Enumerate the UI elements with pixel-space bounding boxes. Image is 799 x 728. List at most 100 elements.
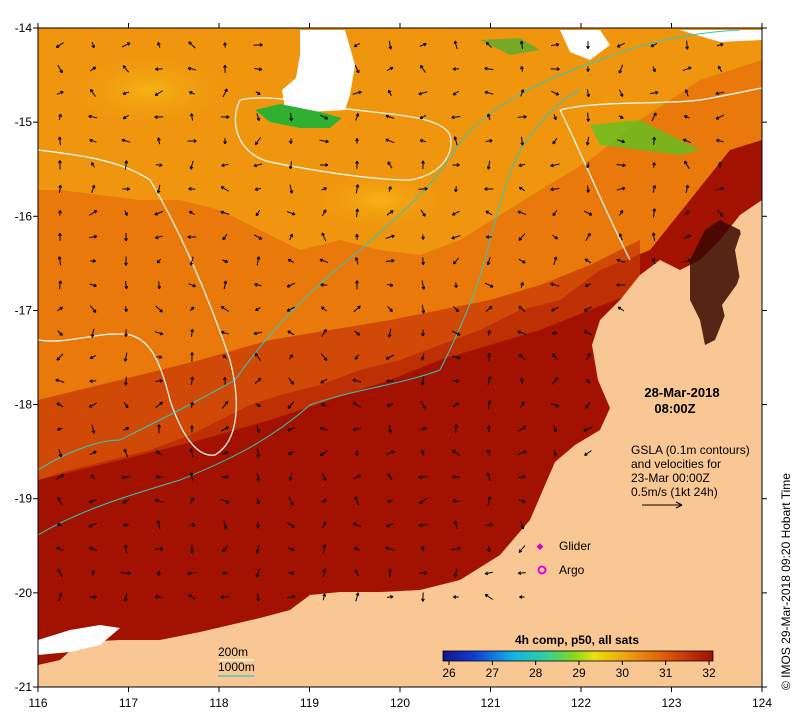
velocity-vector bbox=[421, 304, 426, 314]
velocity-vector bbox=[223, 520, 228, 530]
velocity-vector bbox=[156, 355, 163, 359]
velocity-vector bbox=[122, 114, 130, 120]
velocity-vector bbox=[223, 64, 227, 73]
velocity-vector bbox=[320, 283, 328, 287]
velocity-vector bbox=[89, 305, 97, 313]
velocity-vector bbox=[685, 40, 690, 50]
velocity-vector bbox=[452, 163, 460, 167]
velocity-vectors bbox=[55, 40, 725, 602]
velocity-vector bbox=[718, 162, 722, 168]
velocity-vector bbox=[190, 497, 195, 505]
velocity-vector bbox=[717, 65, 723, 73]
velocity-vector bbox=[254, 137, 262, 146]
velocity-vector bbox=[518, 353, 526, 361]
velocity-vector bbox=[156, 258, 162, 264]
velocity-vector bbox=[58, 232, 62, 241]
velocity-vector bbox=[583, 306, 592, 312]
velocity-vector bbox=[319, 426, 328, 431]
velocity-vector bbox=[124, 329, 128, 337]
time-label: 08:00Z bbox=[654, 401, 695, 416]
velocity-vector bbox=[419, 139, 427, 143]
velocity-vector bbox=[716, 209, 724, 217]
y-axis: -14 -15 -16 -17 -18 -19 -20 -21 bbox=[15, 21, 767, 694]
kimberley-coast bbox=[690, 220, 745, 345]
colorbar-tick-label: 26 bbox=[442, 666, 456, 680]
velocity-vector bbox=[616, 258, 626, 263]
velocity-vector bbox=[321, 473, 327, 482]
velocity-vector bbox=[287, 401, 295, 409]
velocity-vector bbox=[220, 330, 229, 335]
velocity-vector bbox=[355, 450, 359, 456]
velocity-vector bbox=[289, 113, 294, 122]
velocity-vector bbox=[421, 160, 425, 170]
velocity-vector bbox=[286, 306, 296, 312]
velocity-vector bbox=[716, 138, 724, 143]
velocity-vector bbox=[387, 473, 393, 481]
velocity-vector bbox=[355, 592, 360, 602]
velocity-vector bbox=[385, 546, 395, 551]
velocity-vector bbox=[385, 234, 395, 239]
velocity-vector bbox=[553, 114, 557, 121]
gsla-line2: and velocities for bbox=[631, 457, 721, 471]
x-tick-label: 123 bbox=[661, 696, 681, 710]
velocity-vector bbox=[552, 331, 558, 335]
velocity-vector bbox=[487, 425, 491, 433]
velocity-vector bbox=[421, 546, 425, 552]
velocity-vector bbox=[122, 91, 130, 96]
velocity-vector bbox=[91, 569, 95, 576]
velocity-vector bbox=[223, 138, 227, 145]
velocity-vector bbox=[222, 88, 228, 98]
velocity-vector bbox=[90, 474, 96, 480]
velocity-vector bbox=[254, 352, 262, 361]
velocity-vector bbox=[256, 521, 260, 529]
velocity-vector bbox=[485, 522, 493, 527]
velocity-vector bbox=[418, 91, 428, 96]
velocity-vector bbox=[484, 571, 493, 576]
velocity-vector bbox=[385, 354, 395, 360]
x-axis: 116 117 118 119 120 121 122 123 124 bbox=[28, 23, 772, 710]
glider-marker: ◆ bbox=[537, 541, 544, 551]
velocity-vector bbox=[156, 520, 161, 530]
x-tick-label: 121 bbox=[480, 696, 500, 710]
y-tick-label: -18 bbox=[15, 398, 33, 412]
velocity-vector bbox=[223, 280, 228, 290]
velocity-vector bbox=[88, 499, 97, 504]
velocity-vector bbox=[586, 66, 590, 72]
velocity-vector bbox=[586, 112, 591, 122]
velocity-vector bbox=[256, 497, 260, 505]
colorbar-tick-label: 31 bbox=[659, 666, 673, 680]
velocity-vector bbox=[124, 306, 128, 313]
velocity-vector bbox=[652, 162, 656, 168]
velocity-vector bbox=[256, 448, 261, 458]
velocity-vector bbox=[187, 235, 197, 239]
velocity-vector bbox=[288, 377, 294, 385]
velocity-vector bbox=[58, 113, 62, 120]
velocity-vector bbox=[421, 257, 425, 266]
velocity-vector bbox=[419, 114, 427, 120]
colorbar-title: 4h comp, p50, all sats bbox=[515, 633, 639, 647]
velocity-vector bbox=[385, 138, 395, 144]
velocity-vector bbox=[553, 426, 557, 433]
gsla-contours bbox=[38, 87, 762, 456]
velocity-vector bbox=[288, 354, 294, 360]
velocity-vector bbox=[154, 210, 164, 216]
velocity-vector bbox=[552, 353, 558, 361]
velocity-vector bbox=[154, 498, 164, 503]
velocity-vector bbox=[221, 426, 230, 432]
depth-200-label: 200m bbox=[218, 645, 248, 659]
gsla-line1: GSLA (0.1m contours) bbox=[631, 443, 750, 457]
velocity-vector bbox=[487, 330, 491, 336]
velocity-vector bbox=[256, 256, 261, 266]
velocity-vector bbox=[487, 496, 492, 506]
velocity-vector bbox=[188, 187, 196, 191]
velocity-vector bbox=[550, 67, 560, 71]
velocity-vector bbox=[288, 161, 293, 169]
velocity-vector bbox=[56, 546, 64, 552]
velocity-vector bbox=[551, 402, 560, 408]
velocity-vector bbox=[716, 186, 725, 191]
velocity-vector bbox=[155, 305, 163, 313]
velocity-vector bbox=[121, 475, 131, 480]
velocity-vector bbox=[585, 353, 591, 361]
velocity-vector bbox=[518, 258, 526, 264]
